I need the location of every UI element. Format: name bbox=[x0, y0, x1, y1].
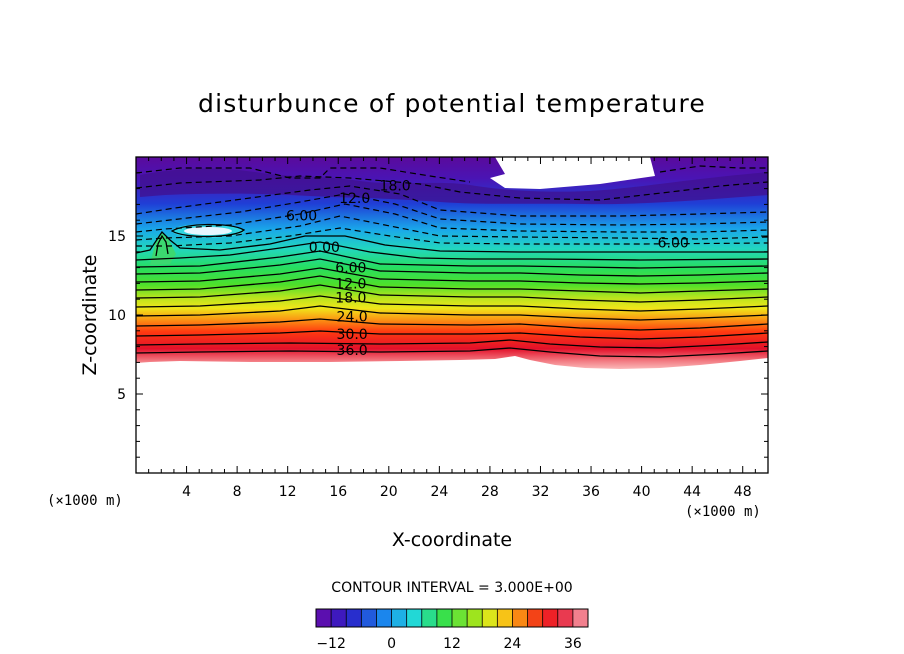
colorbar-cell bbox=[346, 609, 362, 627]
contour-neg9 bbox=[136, 203, 768, 233]
colorbar-cell bbox=[482, 609, 498, 627]
y-tick-label: 10 bbox=[108, 308, 126, 324]
colorbar-tick-label: −12 bbox=[316, 636, 346, 652]
contour-neg12 bbox=[136, 193, 768, 226]
y-tick-labels: 5 10 15 bbox=[108, 229, 126, 403]
x-tick-label: 20 bbox=[380, 484, 398, 500]
cyan-pocket-core bbox=[184, 227, 232, 235]
colorbar bbox=[315, 608, 589, 628]
colorbar-labels: −12 0 12 24 36 bbox=[316, 636, 582, 652]
axis-ticks bbox=[136, 157, 768, 473]
colorbar-tick-label: 36 bbox=[564, 636, 582, 652]
colorbar-cell bbox=[406, 609, 423, 627]
contour-labels: 18.012.06.006.000.006.0012.018.024.030.0… bbox=[286, 178, 689, 358]
contour-27 bbox=[136, 318, 768, 331]
cyan-pocket-outline bbox=[170, 223, 246, 238]
contour-lines bbox=[136, 223, 768, 358]
colorbar-tick-label: 0 bbox=[387, 636, 396, 652]
purple-blob-1 bbox=[140, 168, 768, 205]
contour-label: 36.0 bbox=[337, 343, 368, 359]
x-tick-label: 40 bbox=[633, 484, 651, 500]
contour-label: 12.0 bbox=[335, 276, 366, 292]
colorbar-cell bbox=[361, 609, 377, 627]
colorbar-cell bbox=[497, 609, 513, 627]
colorbar-cell bbox=[331, 609, 347, 627]
colorbar-cell bbox=[527, 609, 543, 627]
y-axis-label: Z-coordinate bbox=[79, 255, 101, 376]
undefined-region bbox=[480, 157, 655, 189]
x-tick-label: 28 bbox=[481, 484, 499, 500]
colorbar-cell bbox=[316, 609, 332, 627]
colorbar-cell bbox=[376, 609, 392, 627]
colorbar-cell bbox=[467, 609, 483, 627]
contour-neg21 bbox=[136, 167, 471, 183]
contour-30 bbox=[136, 330, 768, 340]
green-tongue bbox=[150, 233, 176, 265]
contour-36 bbox=[136, 347, 768, 358]
colorbar-cell bbox=[391, 609, 407, 627]
contour-neg24 bbox=[659, 165, 768, 173]
contour-label: 18.0 bbox=[380, 178, 411, 194]
x-tick-label: 32 bbox=[532, 484, 550, 500]
contour-label: 6.00 bbox=[286, 208, 317, 224]
colorbar-cell bbox=[512, 609, 528, 627]
x-tick-label: 36 bbox=[582, 484, 600, 500]
x-tick-label: 24 bbox=[430, 484, 448, 500]
contour-9 bbox=[136, 258, 768, 277]
contour-label: 6.00 bbox=[335, 261, 366, 277]
colorbar-frame bbox=[315, 608, 589, 628]
x-tick-label: 48 bbox=[734, 484, 752, 500]
contour-21 bbox=[136, 295, 768, 312]
contour-12 bbox=[136, 267, 768, 285]
contour-label: 6.00 bbox=[658, 235, 689, 251]
x-tick-label: 16 bbox=[329, 484, 347, 500]
colorbar-cell bbox=[572, 609, 589, 627]
contour-15 bbox=[136, 275, 768, 294]
colorbar-cell bbox=[557, 609, 574, 627]
x-unit-label: (×1000 m) bbox=[685, 504, 761, 520]
contour-18 bbox=[136, 284, 768, 303]
colorbar-cell bbox=[452, 609, 468, 627]
dashed-contours bbox=[136, 165, 768, 247]
contour-neg3 bbox=[136, 227, 768, 247]
colorbar-tick-label: 24 bbox=[504, 636, 522, 652]
contour-3 bbox=[136, 241, 768, 261]
contour-label: 18.0 bbox=[335, 291, 366, 307]
colorbar-cell bbox=[542, 609, 559, 627]
colorbar-cell bbox=[436, 609, 453, 627]
contour-24 bbox=[136, 305, 768, 321]
y-tick-label: 5 bbox=[117, 387, 126, 403]
contour-neg6 bbox=[136, 215, 768, 241]
contour-label: 12.0 bbox=[339, 191, 370, 207]
contour-6 bbox=[136, 250, 768, 269]
colorbar-tick-label: 12 bbox=[443, 636, 461, 652]
x-tick-label: 44 bbox=[683, 484, 701, 500]
x-tick-label: 8 bbox=[233, 484, 242, 500]
x-axis-label: X-coordinate bbox=[392, 529, 512, 551]
contour-interval-label: CONTOUR INTERVAL = 3.000E+00 bbox=[331, 580, 572, 596]
x-tick-label: 12 bbox=[279, 484, 297, 500]
y-unit-label: (×1000 m) bbox=[47, 493, 123, 509]
y-tick-label: 15 bbox=[108, 229, 126, 245]
contour-label: 24.0 bbox=[337, 310, 368, 326]
shaded-field bbox=[136, 157, 768, 369]
x-tick-label: 4 bbox=[182, 484, 191, 500]
contour-neg18 bbox=[136, 175, 768, 201]
contour-33 bbox=[136, 339, 768, 349]
contour-label: 30.0 bbox=[337, 327, 368, 343]
contour-0 bbox=[136, 230, 768, 254]
colorbar-cell bbox=[421, 609, 438, 627]
contour-label: 0.00 bbox=[309, 240, 340, 256]
chart-title: disturbunce of potential temperature bbox=[198, 89, 706, 118]
x-tick-labels: 4 8 12 16 20 24 28 32 36 40 44 48 bbox=[182, 484, 752, 500]
